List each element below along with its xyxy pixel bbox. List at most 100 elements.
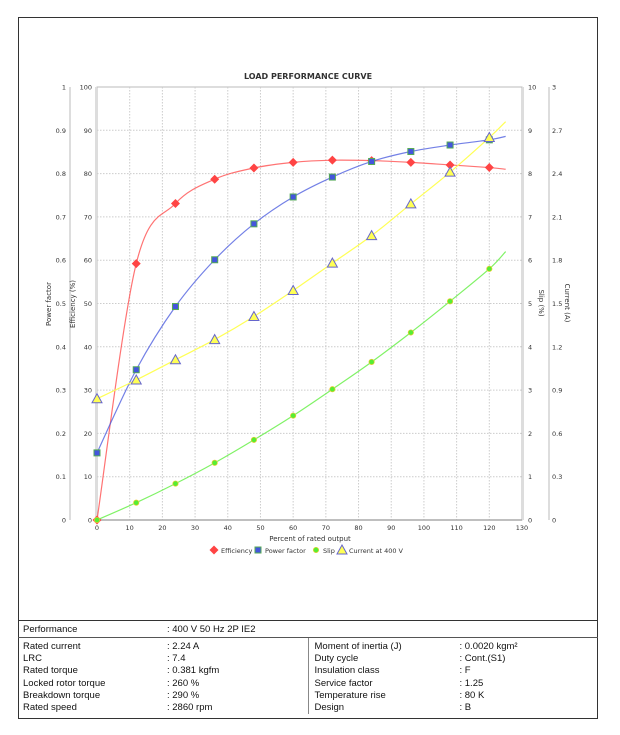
slip-point (133, 499, 140, 506)
slip-point (329, 386, 336, 393)
spec-left-column: Rated current: 2.24 A LRC: 7.4 Rated torqu… (18, 638, 308, 714)
current-at-400-v-point (248, 310, 260, 321)
x-axis-label: Percent of rated output (269, 535, 351, 543)
slip-point (211, 459, 218, 466)
x-tick-label: 70 (322, 524, 330, 532)
efficiency-point (406, 157, 416, 167)
current-at-400-v-point (365, 229, 378, 241)
current-tick-label: 2.1 (552, 213, 562, 221)
current-tick-label: 0.3 (552, 473, 562, 481)
efficiency-legend-label: Efficiency (221, 547, 252, 555)
current-tick-label: 1.8 (552, 257, 562, 265)
slip-tick-label: 5 (528, 300, 532, 308)
spec-label: Insulation class (314, 665, 380, 677)
power-factor-tick-label: 0.5 (56, 300, 66, 308)
slip-tick-label: 8 (528, 170, 532, 178)
spec-row: Temperature rise: 80 K (309, 689, 599, 701)
slip-tick-label: 10 (528, 84, 536, 92)
current-at-400-v-point (483, 131, 496, 143)
spec-label: Locked rotor torque (23, 677, 106, 689)
load-performance-chart: LOAD PERFORMANCE CURVE 0 10 20 30 40 50 60 70 80… (45, 72, 571, 555)
current-tick-label: 0.9 (552, 387, 562, 395)
current-at-400-v-legend-label: Current at 400 V (349, 547, 404, 555)
current-at-400-v-point (130, 373, 143, 385)
power-factor-tick-label: 0.6 (56, 257, 66, 265)
current-at-400-v-point (444, 166, 456, 177)
slip-point (368, 358, 375, 366)
spec-value: : 0.0020 kgm² (459, 640, 518, 652)
performance-label: Performance (23, 623, 78, 635)
slip-tick-label: 2 (528, 430, 532, 438)
current-tick-label: 3 (552, 84, 556, 92)
spec-value: : 2.24 A (167, 640, 200, 652)
spec-label: Rated speed (23, 702, 77, 714)
spec-label: Service factor (314, 677, 373, 689)
spec-table: Performance : 400 V 50 Hz 2P IE2 Rated c… (18, 620, 598, 714)
slip-legend-icon (312, 546, 320, 554)
x-tick-label: 110 (450, 524, 462, 532)
current-at-400-v-point (326, 257, 339, 268)
efficiency-tick-label: 40 (84, 343, 92, 351)
slip-tick-label: 1 (528, 473, 532, 481)
x-tick-label: 90 (387, 524, 395, 532)
slip-tick-label: 3 (528, 387, 532, 395)
slip-point (250, 436, 257, 443)
slip-tick-label: 4 (528, 343, 532, 351)
spec-value: : 7.4 (167, 652, 186, 664)
power-factor-tick-label: 0.2 (56, 430, 66, 438)
spec-right-column: Moment of inertia (J) : 0.0020 kgm² Duty c… (307, 638, 599, 714)
slip-legend-label: Slip (323, 547, 335, 555)
power-factor-point (407, 148, 415, 156)
current-tick-label: 1.5 (552, 300, 562, 308)
slip-point (486, 265, 493, 272)
power-factor-tick-label: 1 (62, 84, 66, 92)
power-factor-tick-label: 0 (62, 517, 66, 525)
power-factor-tick-label: 0.7 (56, 213, 66, 221)
spec-value: : 80 K (459, 689, 485, 701)
efficiency-tick-label: 90 (84, 127, 92, 135)
spec-label: Breakdown torque (23, 689, 101, 701)
current-tick-label: 0 (552, 517, 556, 525)
spec-label: Moment of inertia (J) (314, 640, 402, 652)
spec-value: : 0.381 kgfm (167, 665, 220, 677)
power-factor-legend-label: Power factor (265, 547, 306, 555)
current-tick-label: 0.6 (552, 430, 562, 438)
x-tick-label: 50 (256, 524, 264, 532)
slip-point (447, 298, 454, 305)
spec-row: Rated current: 2.24 A (18, 640, 308, 652)
efficiency-point (131, 259, 141, 269)
current-at-400-v-legend-icon (336, 543, 348, 555)
chart-legend: Efficiency Power factor Slip Current at 400… (209, 543, 404, 555)
spec-row: Duty cycle: Cont.(S1) (309, 652, 599, 664)
spec-label: Rated torque (23, 665, 78, 677)
current-at-400-v-point (208, 333, 221, 345)
x-tick-label: 30 (191, 524, 199, 532)
spec-row: Rated speed: 2860 rpm (18, 701, 308, 713)
efficiency-point (249, 163, 259, 173)
slip-axis-label: Slip (%) (537, 289, 545, 316)
current-at-400-v-point (287, 284, 300, 296)
current-at-400-v-point (169, 353, 182, 365)
power-factor-point (93, 449, 101, 457)
power-factor-legend-icon (254, 546, 262, 554)
power-factor-tick-label: 0.9 (56, 127, 66, 135)
efficiency-tick-label: 10 (84, 473, 92, 481)
page-frame (18, 17, 598, 719)
spec-value: : Cont.(S1) (459, 652, 506, 664)
x-tick-label: 80 (354, 524, 362, 532)
power-factor-point (132, 366, 140, 374)
spec-value: : 1.25 (459, 677, 484, 689)
spec-row: Service factor : 1.25 (309, 677, 599, 689)
efficiency-legend-icon (209, 545, 219, 555)
current-axis-label: Current (A) (563, 284, 571, 323)
x-tick-label: 120 (483, 524, 495, 532)
efficiency-tick-label: 80 (84, 170, 92, 178)
current-tick-label: 2.4 (552, 170, 562, 178)
spec-row: Locked rotor torque: 260 % (18, 677, 308, 689)
slip-tick-label: 9 (528, 127, 532, 135)
current-at-400-v-point (91, 392, 103, 404)
current-tick-label: 2.7 (552, 127, 562, 135)
performance-value: : 400 V 50 Hz 2P IE2 (167, 623, 256, 635)
power-factor-tick-label: 0.1 (56, 473, 66, 481)
spec-value: : B (459, 702, 472, 714)
